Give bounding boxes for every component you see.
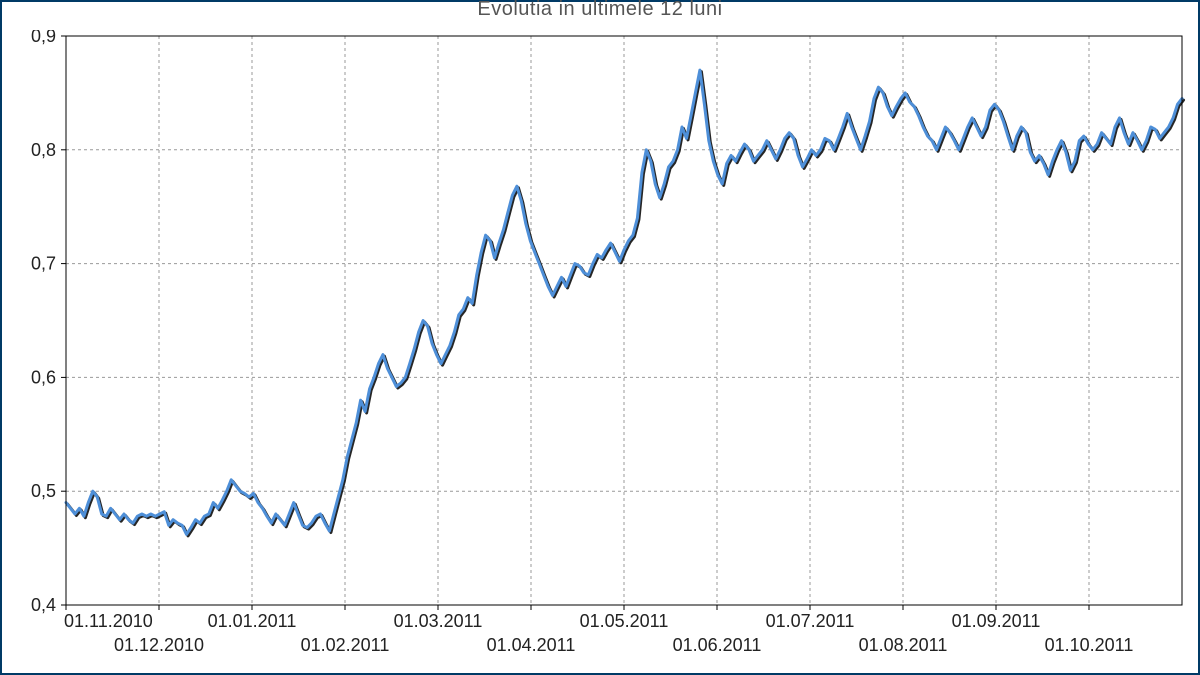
svg-text:01.05.2011: 01.05.2011: [580, 611, 669, 631]
svg-text:01.11.2010: 01.11.2010: [64, 611, 153, 631]
svg-text:01.09.2011: 01.09.2011: [952, 611, 1041, 631]
svg-text:0,7: 0,7: [31, 254, 56, 274]
chart-svg: 0,40,50,60,70,80,901.11.201001.12.201001…: [10, 30, 1190, 665]
svg-text:0,5: 0,5: [31, 481, 56, 501]
svg-text:01.03.2011: 01.03.2011: [394, 611, 483, 631]
svg-text:01.07.2011: 01.07.2011: [766, 611, 855, 631]
svg-text:0,4: 0,4: [31, 595, 56, 615]
chart-title: Evolutia in ultimele 12 luni: [2, 0, 1198, 21]
svg-text:0,6: 0,6: [31, 367, 56, 387]
svg-text:01.02.2011: 01.02.2011: [301, 635, 390, 655]
chart-plot-area: 0,40,50,60,70,80,901.11.201001.12.201001…: [10, 30, 1190, 665]
svg-text:01.10.2011: 01.10.2011: [1045, 635, 1134, 655]
svg-text:0,9: 0,9: [31, 30, 56, 46]
chart-frame: Evolutia in ultimele 12 luni 0,4 0,5 0,6 0,…: [0, 0, 1200, 675]
svg-text:01.06.2011: 01.06.2011: [673, 635, 762, 655]
svg-text:01.04.2011: 01.04.2011: [487, 635, 576, 655]
svg-text:01.01.2011: 01.01.2011: [208, 611, 297, 631]
svg-text:01.12.2010: 01.12.2010: [114, 635, 204, 655]
svg-text:0,8: 0,8: [31, 140, 56, 160]
svg-text:01.08.2011: 01.08.2011: [859, 635, 948, 655]
